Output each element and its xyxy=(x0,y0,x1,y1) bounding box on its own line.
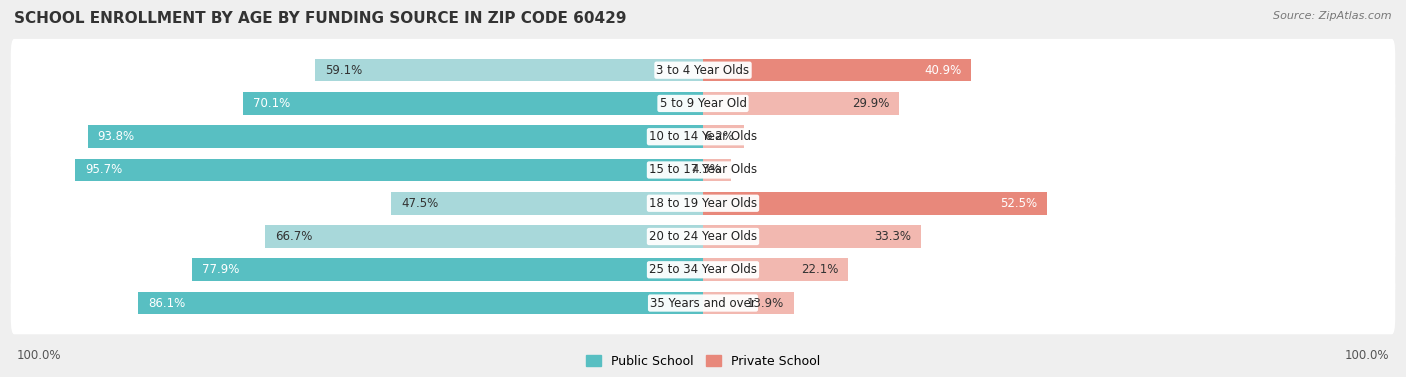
Text: 95.7%: 95.7% xyxy=(84,164,122,176)
FancyBboxPatch shape xyxy=(11,39,1395,101)
Bar xyxy=(243,92,703,115)
Text: 5 to 9 Year Old: 5 to 9 Year Old xyxy=(659,97,747,110)
Text: 100.0%: 100.0% xyxy=(1344,349,1389,362)
Text: 10 to 14 Year Olds: 10 to 14 Year Olds xyxy=(650,130,756,143)
Text: 70.1%: 70.1% xyxy=(253,97,290,110)
Text: SCHOOL ENROLLMENT BY AGE BY FUNDING SOURCE IN ZIP CODE 60429: SCHOOL ENROLLMENT BY AGE BY FUNDING SOUR… xyxy=(14,11,627,26)
FancyBboxPatch shape xyxy=(11,172,1395,234)
Bar xyxy=(703,259,848,281)
Text: 52.5%: 52.5% xyxy=(1001,197,1038,210)
Text: 3 to 4 Year Olds: 3 to 4 Year Olds xyxy=(657,64,749,77)
Text: 6.2%: 6.2% xyxy=(704,130,734,143)
FancyBboxPatch shape xyxy=(11,72,1395,135)
Text: 20 to 24 Year Olds: 20 to 24 Year Olds xyxy=(650,230,756,243)
Bar xyxy=(703,92,900,115)
Text: Source: ZipAtlas.com: Source: ZipAtlas.com xyxy=(1274,11,1392,21)
Text: 29.9%: 29.9% xyxy=(852,97,890,110)
Bar xyxy=(87,126,703,148)
Text: 33.3%: 33.3% xyxy=(875,230,911,243)
FancyBboxPatch shape xyxy=(11,139,1395,201)
Bar xyxy=(703,59,972,81)
Text: 66.7%: 66.7% xyxy=(276,230,312,243)
Legend: Public School, Private School: Public School, Private School xyxy=(581,349,825,372)
Text: 59.1%: 59.1% xyxy=(325,64,363,77)
Bar xyxy=(703,126,744,148)
FancyBboxPatch shape xyxy=(11,106,1395,168)
Text: 93.8%: 93.8% xyxy=(97,130,135,143)
Text: 22.1%: 22.1% xyxy=(801,263,838,276)
Text: 15 to 17 Year Olds: 15 to 17 Year Olds xyxy=(650,164,756,176)
FancyBboxPatch shape xyxy=(11,272,1395,334)
Bar xyxy=(703,292,794,314)
Bar xyxy=(703,159,731,181)
Text: 35 Years and over: 35 Years and over xyxy=(650,297,756,310)
Bar xyxy=(191,259,703,281)
Bar xyxy=(391,192,703,215)
Bar xyxy=(138,292,703,314)
Bar xyxy=(75,159,703,181)
Bar xyxy=(703,225,921,248)
Text: 77.9%: 77.9% xyxy=(201,263,239,276)
Bar xyxy=(266,225,703,248)
Text: 40.9%: 40.9% xyxy=(924,64,962,77)
Text: 47.5%: 47.5% xyxy=(401,197,439,210)
FancyBboxPatch shape xyxy=(11,205,1395,268)
Text: 13.9%: 13.9% xyxy=(747,297,785,310)
Text: 100.0%: 100.0% xyxy=(17,349,62,362)
FancyBboxPatch shape xyxy=(11,239,1395,301)
Text: 18 to 19 Year Olds: 18 to 19 Year Olds xyxy=(650,197,756,210)
Bar xyxy=(703,192,1047,215)
Text: 25 to 34 Year Olds: 25 to 34 Year Olds xyxy=(650,263,756,276)
Text: 86.1%: 86.1% xyxy=(148,297,186,310)
Text: 4.3%: 4.3% xyxy=(692,164,721,176)
Bar xyxy=(315,59,703,81)
